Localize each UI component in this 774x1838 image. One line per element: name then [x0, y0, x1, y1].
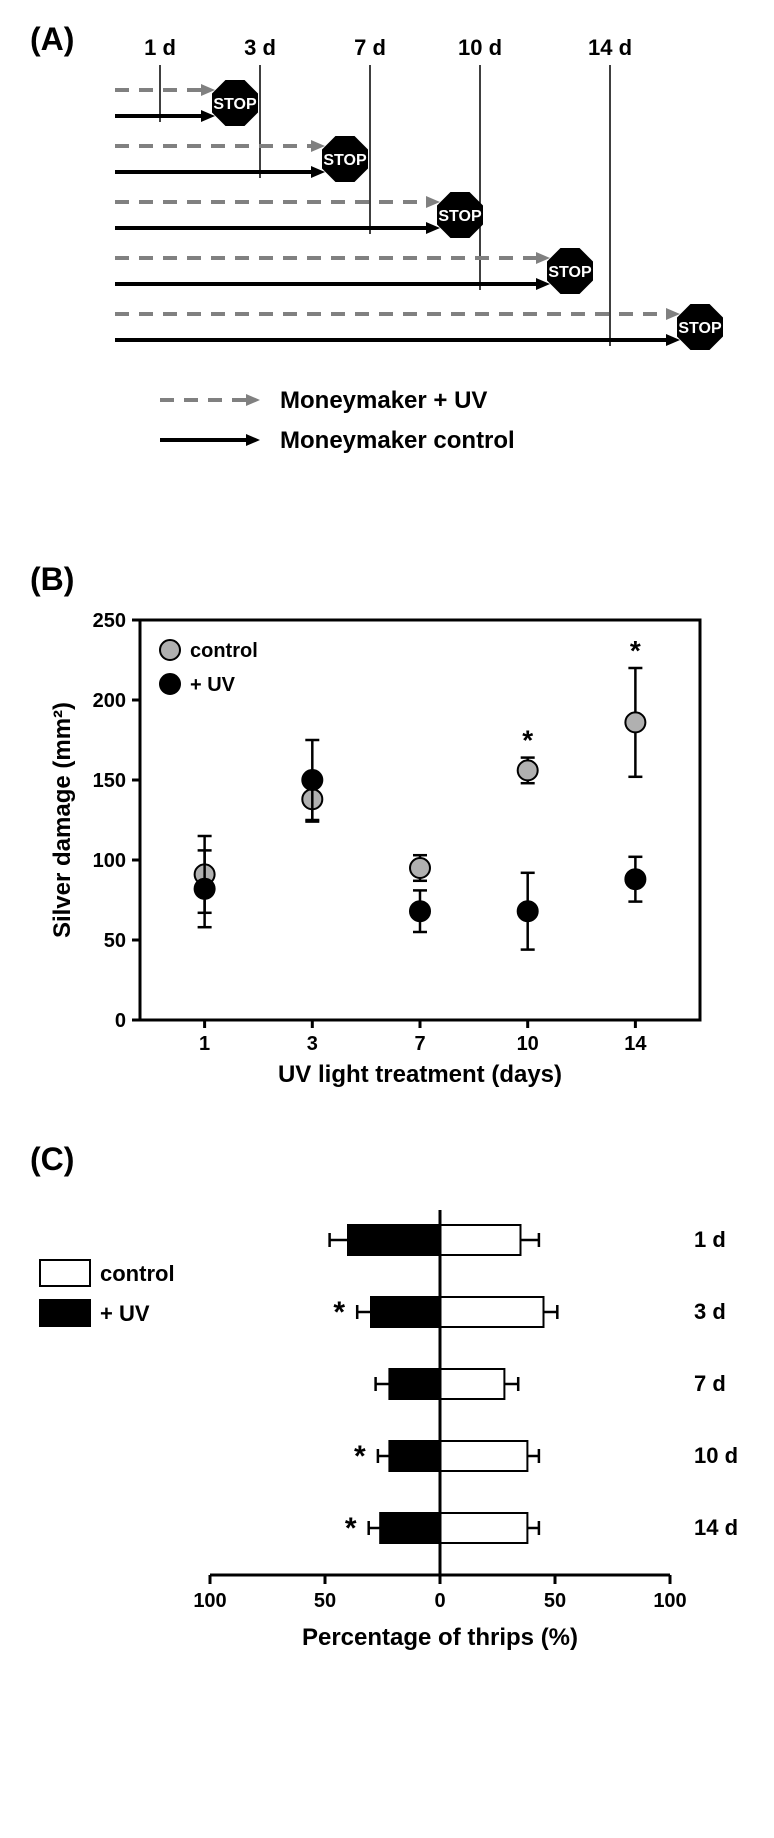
svg-text:control: control — [190, 640, 258, 662]
panel-a-svg: (A) 1 d 3 d 7 d 10 d 14 d STOP STOP STOP STOP STOP… — [20, 20, 754, 540]
svg-text:150: 150 — [93, 770, 126, 792]
svg-text:100: 100 — [193, 1590, 226, 1612]
panel-a: (A) 1 d 3 d 7 d 10 d 14 d STOP STOP STOP STOP STOP… — [20, 20, 754, 540]
svg-text:UV light treatment (days): UV light treatment (days) — [278, 1061, 562, 1088]
svg-text:10 d: 10 d — [694, 1443, 738, 1468]
svg-text:3 d: 3 d — [244, 35, 276, 60]
svg-text:250: 250 — [93, 610, 126, 632]
panel-b-svg: (B) 0 50 100 150 200 250 1 3 7 10 14 UV light treatm… — [20, 560, 754, 1120]
svg-text:7: 7 — [414, 1033, 425, 1055]
svg-text:STOP: STOP — [323, 152, 367, 169]
panel-c-svg: (C) 1 d 3 d * 7 d 10 d * 14 d * 100 50 0 50 100 Percen… — [20, 1140, 754, 1760]
panel-b: (B) 0 50 100 150 200 250 1 3 7 10 14 UV light treatm… — [20, 560, 754, 1120]
svg-text:STOP: STOP — [678, 320, 722, 337]
svg-text:*: * — [522, 725, 533, 756]
svg-text:Moneymaker control: Moneymaker control — [280, 427, 515, 454]
svg-text:STOP: STOP — [213, 96, 257, 113]
svg-text:1: 1 — [199, 1033, 210, 1055]
svg-text:0: 0 — [115, 1010, 126, 1032]
svg-text:(B): (B) — [30, 561, 74, 597]
svg-text:*: * — [333, 1296, 345, 1329]
svg-text:Silver damage (mm²): Silver damage (mm²) — [49, 702, 76, 938]
svg-text:14 d: 14 d — [694, 1515, 738, 1540]
svg-text:14: 14 — [624, 1033, 647, 1055]
svg-text:control: control — [100, 1261, 175, 1286]
svg-text:STOP: STOP — [548, 264, 592, 281]
svg-text:50: 50 — [104, 930, 126, 952]
svg-text:100: 100 — [93, 850, 126, 872]
svg-text:1 d: 1 d — [144, 35, 176, 60]
svg-text:10: 10 — [517, 1033, 539, 1055]
panel-c: (C) 1 d 3 d * 7 d 10 d * 14 d * 100 50 0 50 100 Percen… — [20, 1140, 754, 1760]
svg-text:STOP: STOP — [438, 208, 482, 225]
svg-text:*: * — [354, 1440, 366, 1473]
svg-text:(A): (A) — [30, 21, 74, 57]
svg-text:(C): (C) — [30, 1141, 74, 1177]
svg-text:*: * — [630, 635, 641, 666]
svg-text:0: 0 — [434, 1590, 445, 1612]
svg-text:50: 50 — [544, 1590, 566, 1612]
svg-text:200: 200 — [93, 690, 126, 712]
svg-text:*: * — [345, 1512, 357, 1545]
svg-text:+ UV: + UV — [190, 674, 236, 696]
svg-text:7 d: 7 d — [354, 35, 386, 60]
svg-text:Moneymaker + UV: Moneymaker + UV — [280, 387, 487, 414]
svg-text:100: 100 — [653, 1590, 686, 1612]
svg-text:7 d: 7 d — [694, 1371, 726, 1396]
svg-text:3 d: 3 d — [694, 1299, 726, 1324]
svg-text:1 d: 1 d — [694, 1227, 726, 1252]
svg-text:10 d: 10 d — [458, 35, 502, 60]
svg-text:50: 50 — [314, 1590, 336, 1612]
svg-text:14 d: 14 d — [588, 35, 632, 60]
svg-text:3: 3 — [307, 1033, 318, 1055]
svg-text:Percentage of thrips (%): Percentage of thrips (%) — [302, 1624, 578, 1651]
svg-text:+ UV: + UV — [100, 1301, 150, 1326]
